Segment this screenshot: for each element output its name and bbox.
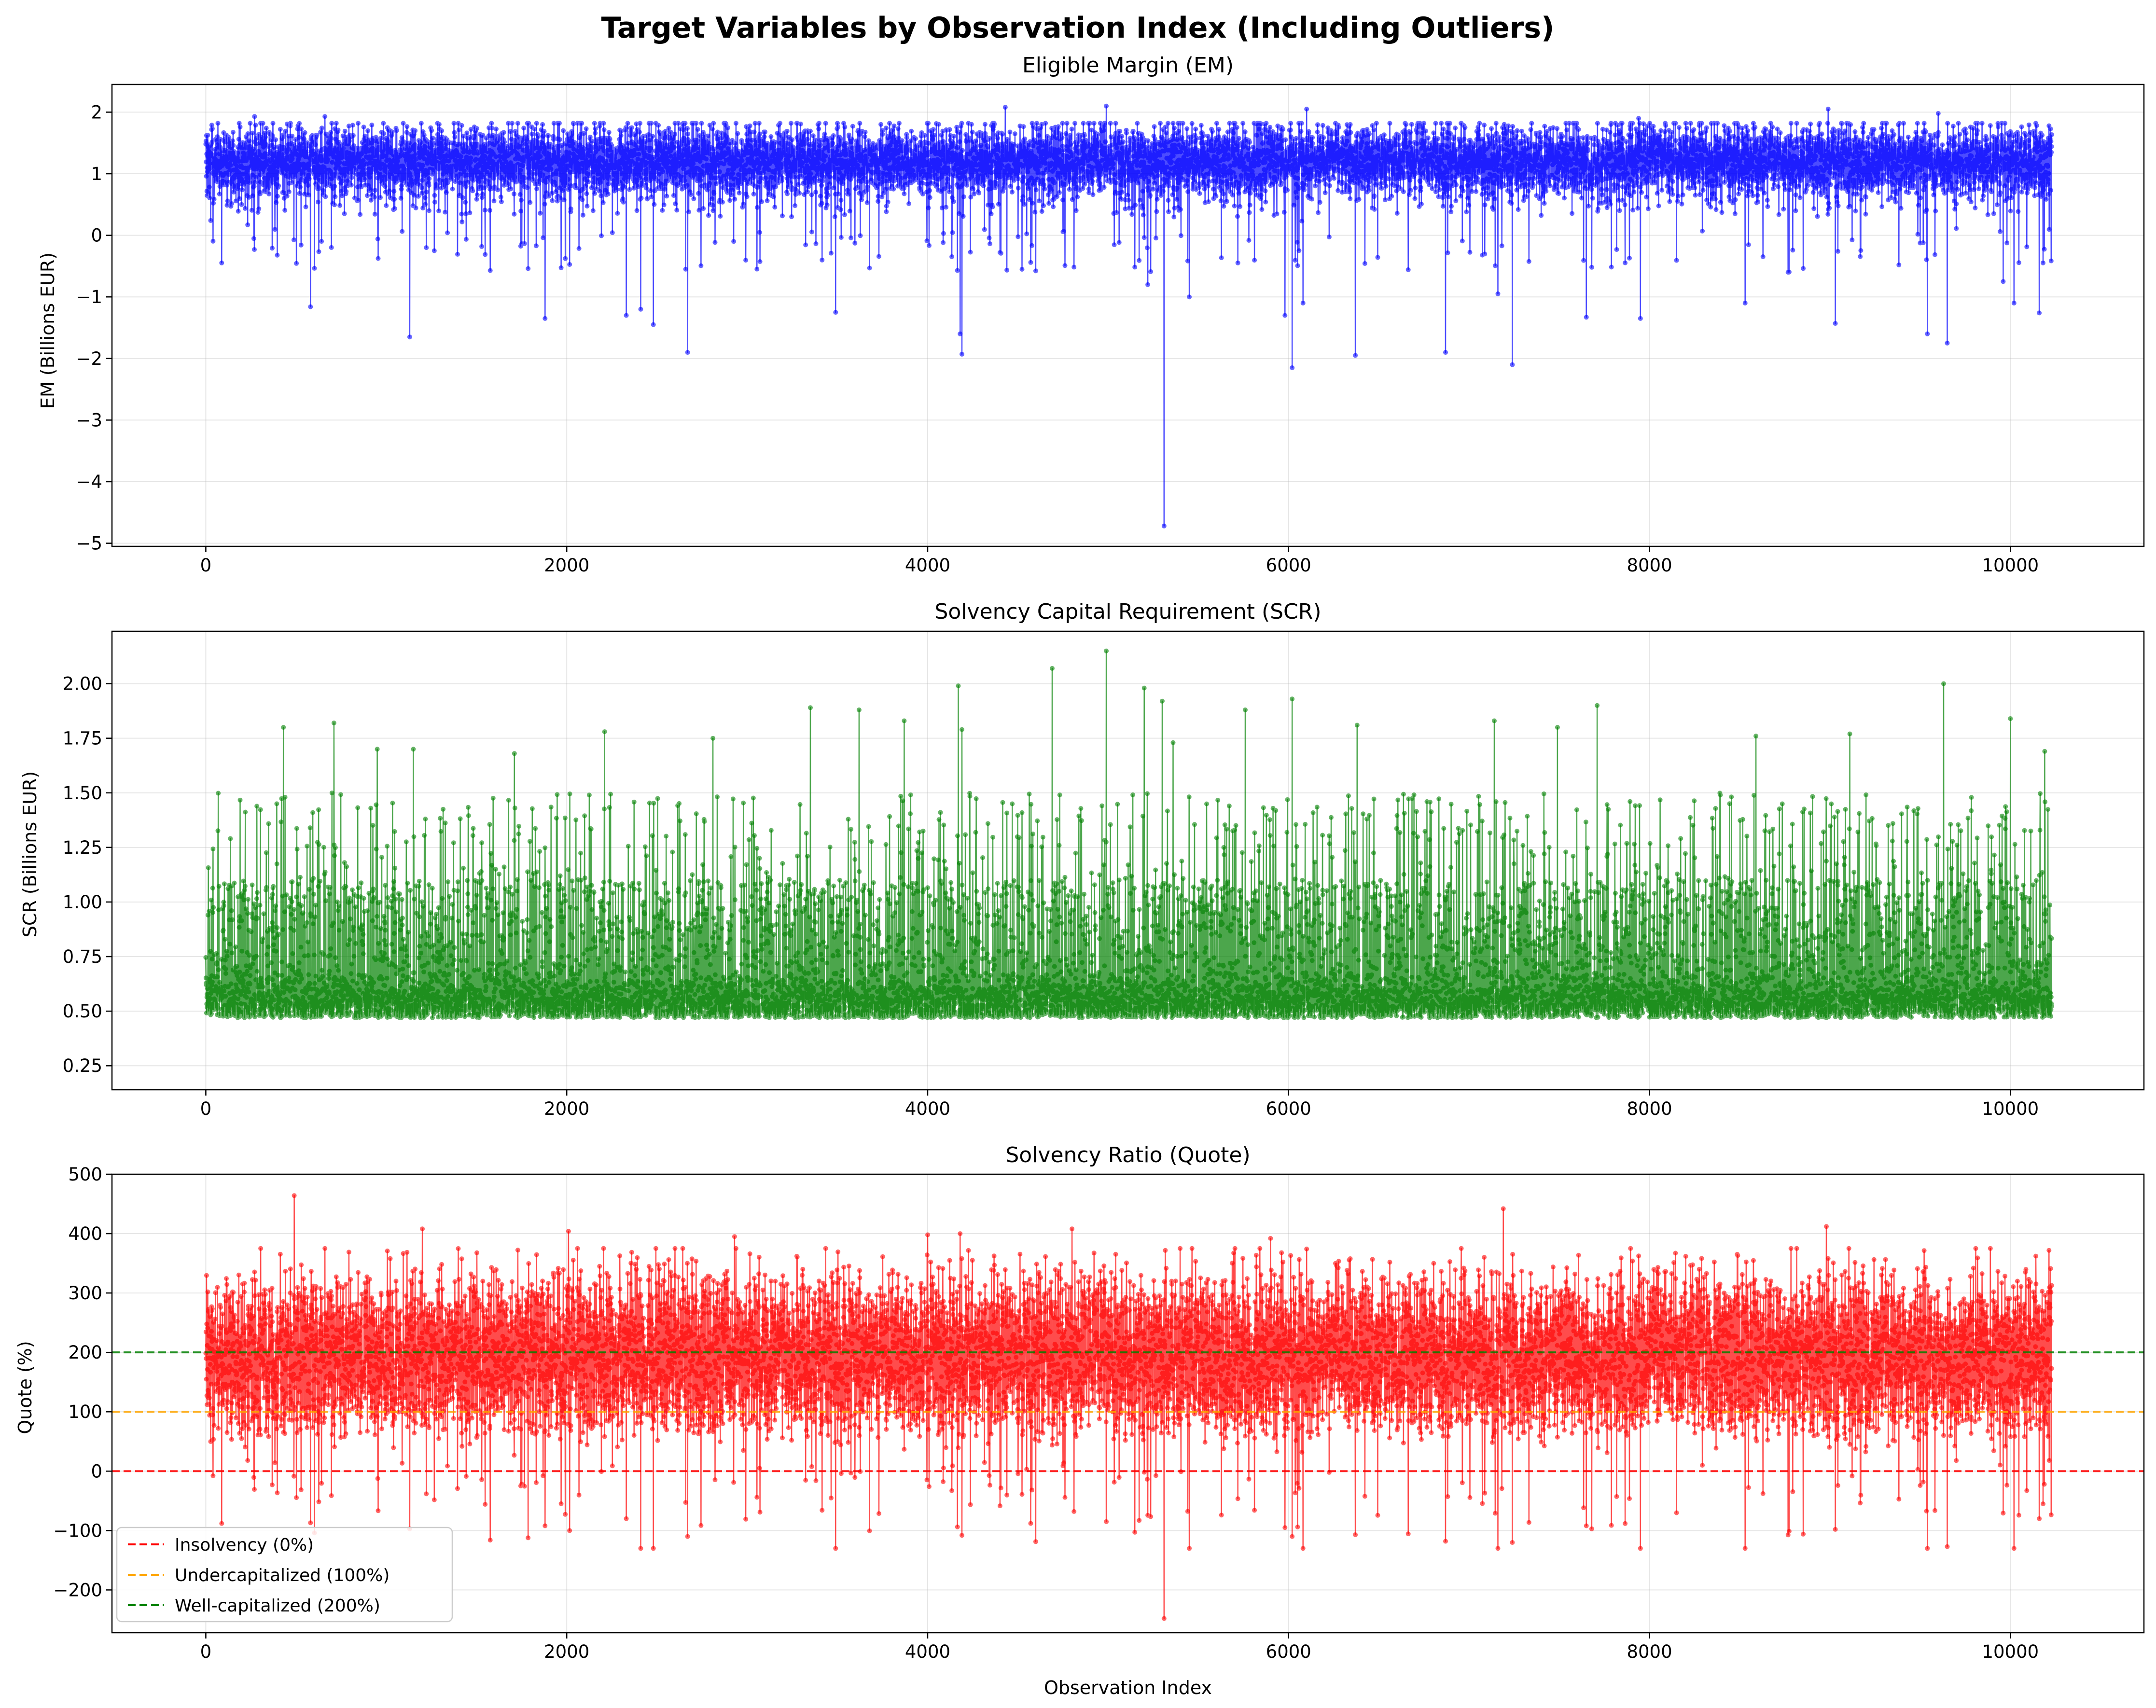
em-series-markers bbox=[203, 103, 2054, 528]
quote-y-tick-label: 0 bbox=[91, 1461, 102, 1482]
em-y-axis-label: EM (Billions EUR) bbox=[37, 252, 58, 409]
scr-series-markers bbox=[203, 648, 2054, 1020]
quote-y-axis-label: Quote (%) bbox=[14, 1341, 36, 1434]
em-x-tick-label: 10000 bbox=[1982, 555, 2039, 576]
quote-threshold-lines bbox=[112, 1351, 2144, 1472]
scr-y-axis-label: SCR (Billions EUR) bbox=[19, 771, 41, 938]
quote-plot-frame bbox=[111, 1173, 2145, 1634]
em-axis-ticks: 0 2000 4000 6000 8000 10000 −5 −4 −3 −2 −1 0 1 2 bbox=[76, 102, 2039, 576]
em-y-tick-label: −1 bbox=[76, 287, 102, 307]
legend-insolvency-label: Insolvency (0%) bbox=[175, 1535, 314, 1555]
scr-y-tick-label: 0.50 bbox=[63, 1001, 102, 1022]
scr-x-tick-label: 6000 bbox=[1266, 1098, 1311, 1119]
legend-box bbox=[116, 1527, 453, 1623]
scr-y-tick-label: 1.75 bbox=[63, 728, 102, 749]
em-x-tick-label: 2000 bbox=[544, 555, 589, 576]
scr-y-tick-label: 0.25 bbox=[63, 1055, 102, 1076]
quote-x-tick-label: 10000 bbox=[1982, 1641, 2039, 1662]
em-panel: Eligible Margin (EM) EM (Billions EUR) 0… bbox=[37, 53, 2145, 576]
em-x-tick-label: 6000 bbox=[1266, 555, 1311, 576]
scr-panel: Solvency Capital Requirement (SCR) SCR (… bbox=[19, 599, 2145, 1119]
legend-undercapitalized-label: Undercapitalized (100%) bbox=[175, 1566, 389, 1585]
quote-y-tick-label: −200 bbox=[53, 1580, 102, 1600]
em-data-series bbox=[203, 103, 2054, 528]
scr-data-series bbox=[203, 648, 2054, 1020]
quote-x-tick-label: 6000 bbox=[1266, 1641, 1311, 1662]
quote-y-tick-label: 300 bbox=[68, 1283, 102, 1304]
quote-y-tick-label: −100 bbox=[53, 1520, 102, 1541]
scr-y-tick-label: 2.00 bbox=[63, 674, 102, 694]
scr-x-tick-label: 0 bbox=[200, 1098, 212, 1119]
scr-y-tick-label: 0.75 bbox=[63, 946, 102, 967]
quote-x-tick-label: 0 bbox=[200, 1641, 212, 1662]
quote-axis-ticks: 0 2000 4000 6000 8000 10000 −200 −100 0 100 200 300… bbox=[53, 1164, 2039, 1662]
quote-panel: Solvency Ratio (Quote) Quote (%) 0 2000 40… bbox=[14, 1143, 2145, 1698]
em-plot-frame bbox=[111, 83, 2145, 547]
em-y-tick-label: −5 bbox=[76, 533, 102, 554]
quote-y-tick-label: 400 bbox=[68, 1223, 102, 1244]
quote-y-tick-label: 100 bbox=[68, 1402, 102, 1422]
figure-title: Target Variables by Observation Index (I… bbox=[601, 11, 1555, 45]
quote-y-tick-label: 200 bbox=[68, 1342, 102, 1363]
em-x-tick-label: 8000 bbox=[1627, 555, 1672, 576]
quote-x-tick-label: 2000 bbox=[544, 1641, 589, 1662]
scr-panel-title: Solvency Capital Requirement (SCR) bbox=[934, 599, 1321, 624]
scr-y-tick-label: 1.50 bbox=[63, 783, 102, 804]
em-y-tick-label: 2 bbox=[91, 102, 102, 123]
scr-axis-ticks: 0 2000 4000 6000 8000 10000 0.25 0.50 0.75 1.00 1.… bbox=[63, 674, 2039, 1119]
em-y-tick-label: 0 bbox=[91, 225, 102, 246]
scr-x-tick-label: 4000 bbox=[905, 1098, 950, 1119]
quote-x-axis-label: Observation Index bbox=[1044, 1677, 1212, 1698]
em-x-tick-label: 4000 bbox=[905, 555, 950, 576]
em-y-tick-label: −4 bbox=[76, 472, 102, 492]
em-x-tick-label: 0 bbox=[200, 555, 212, 576]
legend-well-capitalized-label: Well-capitalized (200%) bbox=[175, 1596, 380, 1616]
quote-x-tick-label: 4000 bbox=[905, 1641, 950, 1662]
scr-x-tick-label: 10000 bbox=[1982, 1098, 2039, 1119]
em-y-tick-label: 1 bbox=[91, 164, 102, 184]
quote-panel-title: Solvency Ratio (Quote) bbox=[1005, 1143, 1250, 1167]
scr-x-tick-label: 2000 bbox=[544, 1098, 589, 1119]
em-panel-title: Eligible Margin (EM) bbox=[1022, 53, 1234, 78]
scr-x-tick-label: 8000 bbox=[1627, 1098, 1672, 1119]
em-y-tick-label: −3 bbox=[76, 410, 102, 430]
quote-y-tick-label: 500 bbox=[68, 1164, 102, 1185]
em-y-tick-label: −2 bbox=[76, 348, 102, 369]
quote-x-tick-label: 8000 bbox=[1627, 1641, 1672, 1662]
quote-legend: Insolvency (0%) Undercapitalized (100%) … bbox=[116, 1527, 453, 1623]
scr-y-tick-label: 1.25 bbox=[63, 837, 102, 858]
scr-y-tick-label: 1.00 bbox=[63, 892, 102, 913]
scr-plot-frame bbox=[111, 630, 2145, 1091]
